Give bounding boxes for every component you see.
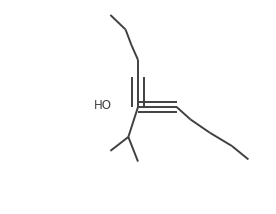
Text: HO: HO	[94, 100, 112, 112]
